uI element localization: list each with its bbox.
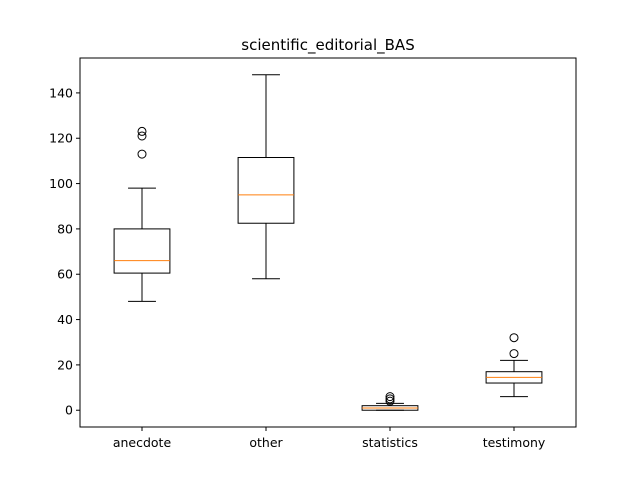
y-tick-label: 20 — [57, 357, 73, 372]
y-tick-label: 0 — [65, 403, 73, 418]
chart-title: scientific_editorial_BAS — [241, 36, 414, 55]
axes-frame — [79, 57, 577, 428]
y-tick-label: 120 — [49, 131, 73, 146]
iqr-box — [237, 157, 295, 224]
x-tick-label: testimony — [483, 435, 546, 450]
plot-area: 0 20 40 60 80 100 120 140 anecdote other statistic… — [49, 74, 546, 450]
x-tick-label: statistics — [362, 435, 418, 450]
y-tick-label: 100 — [49, 176, 73, 191]
outlier-point — [509, 349, 519, 359]
x-tick-label: other — [249, 435, 283, 450]
outlier-point — [385, 396, 395, 406]
x-tick-label: anecdote — [113, 435, 172, 450]
y-tick-label: 60 — [57, 267, 73, 282]
y-tick-label: 40 — [57, 312, 73, 327]
y-tick-label: 80 — [57, 221, 73, 236]
y-tick-label: 140 — [49, 85, 73, 100]
outlier-point — [385, 394, 395, 404]
outlier-point — [137, 149, 147, 159]
outlier-point — [509, 333, 519, 343]
outlier-point — [137, 131, 147, 141]
iqr-box — [113, 228, 171, 274]
outlier-point — [385, 392, 395, 402]
outlier-point — [137, 126, 147, 136]
